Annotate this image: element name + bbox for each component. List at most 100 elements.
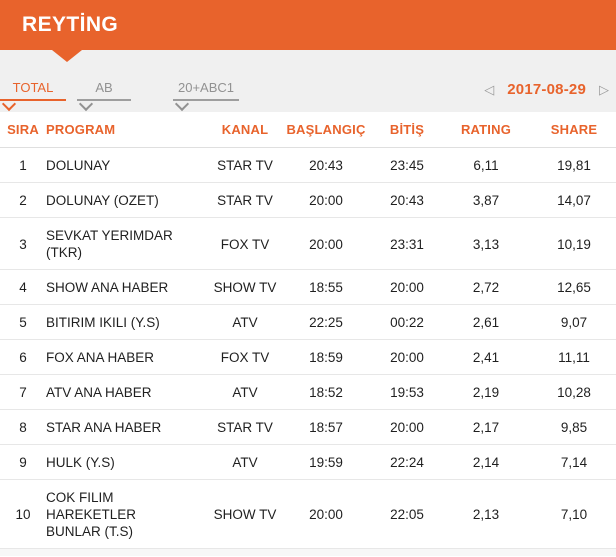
cell-program: ATV ANA HABER	[46, 374, 212, 410]
date-navigation: ◁ 2017-08-29 ▷	[484, 81, 609, 98]
table-row: 6 FOX ANA HABER FOX TV 18:59 20:00 2,41 11,11	[0, 339, 616, 375]
cell-sira: 8	[0, 409, 46, 445]
cell-sira: 3	[0, 217, 46, 270]
chevron-down-icon	[174, 96, 190, 112]
cell-share: 9,07	[532, 304, 616, 340]
cell-rating: 2,14	[440, 444, 532, 480]
cell-program: FOX ANA HABER	[46, 339, 212, 375]
tab-total-label: TOTAL	[12, 80, 54, 95]
cell-kanal: STAR TV	[212, 147, 278, 183]
page-header: REYTİNG	[0, 0, 616, 50]
header-pointer-triangle	[52, 50, 82, 62]
cell-program: DOLUNAY (OZET)	[46, 182, 212, 218]
ratings-table-header: SIRA PROGRAM KANAL BAŞLANGIÇ BİTİŞ RATING SHAR…	[0, 112, 616, 148]
table-row: 10 COK FILIM HAREKETLER BUNLAR (T.S) SHOW …	[0, 479, 616, 549]
tab-total[interactable]: TOTAL	[0, 80, 66, 112]
cell-bitis: 20:00	[374, 409, 440, 445]
cell-share: 7,10	[532, 479, 616, 549]
cell-rating: 2,17	[440, 409, 532, 445]
cell-program: HULK (Y.S)	[46, 444, 212, 480]
toolbar: TOTAL AB 20+ABC1 ◁ 2017-08-29 ▷	[0, 50, 616, 112]
cell-rating: 2,61	[440, 304, 532, 340]
table-row: 9 HULK (Y.S) ATV 19:59 22:24 2,14 7,14	[0, 444, 616, 480]
cell-rating: 2,72	[440, 269, 532, 305]
cell-kanal: FOX TV	[212, 217, 278, 270]
column-header-bitis: BİTİŞ	[374, 112, 440, 148]
cell-program: STAR ANA HABER	[46, 409, 212, 445]
cell-sira: 7	[0, 374, 46, 410]
cell-kanal: STAR TV	[212, 409, 278, 445]
cell-program: BITIRIM IKILI (Y.S)	[46, 304, 212, 340]
audience-tabs: TOTAL AB 20+ABC1	[0, 50, 239, 112]
cell-kanal: SHOW TV	[212, 479, 278, 549]
table-row: 3 SEVKAT YERIMDAR (TKR) FOX TV 20:00 23:31 3,…	[0, 217, 616, 270]
column-header-rating: RATING	[440, 112, 532, 148]
cell-baslangic: 18:52	[278, 374, 374, 410]
column-header-sira: SIRA	[0, 112, 46, 148]
cell-rating: 2,19	[440, 374, 532, 410]
cell-kanal: SHOW TV	[212, 269, 278, 305]
cell-baslangic: 20:00	[278, 182, 374, 218]
cell-bitis: 22:24	[374, 444, 440, 480]
cell-kanal: STAR TV	[212, 182, 278, 218]
cell-share: 7,14	[532, 444, 616, 480]
cell-sira: 2	[0, 182, 46, 218]
cell-sira: 5	[0, 304, 46, 340]
cell-share: 9,85	[532, 409, 616, 445]
cell-sira: 4	[0, 269, 46, 305]
cell-kanal: ATV	[212, 374, 278, 410]
table-row: 2 DOLUNAY (OZET) STAR TV 20:00 20:43 3,87 14,0…	[0, 182, 616, 218]
cell-bitis: 20:00	[374, 269, 440, 305]
cell-sira: 6	[0, 339, 46, 375]
cell-rating: 2,41	[440, 339, 532, 375]
chevron-down-icon	[78, 96, 94, 112]
cell-rating: 3,87	[440, 182, 532, 218]
cell-bitis: 22:05	[374, 479, 440, 549]
cell-baslangic: 19:59	[278, 444, 374, 480]
cell-sira: 10	[0, 479, 46, 549]
cell-baslangic: 18:59	[278, 339, 374, 375]
cell-kanal: ATV	[212, 444, 278, 480]
table-row: 7 ATV ANA HABER ATV 18:52 19:53 2,19 10,28	[0, 374, 616, 410]
table-row: 5 BITIRIM IKILI (Y.S) ATV 22:25 00:22 2,61 9,0…	[0, 304, 616, 340]
chevron-down-icon	[1, 96, 17, 112]
cell-bitis: 00:22	[374, 304, 440, 340]
prev-day-arrow-icon[interactable]: ◁	[484, 82, 495, 97]
tab-ab-label: AB	[95, 80, 113, 95]
cell-share: 19,81	[532, 147, 616, 183]
cell-rating: 3,13	[440, 217, 532, 270]
cell-kanal: FOX TV	[212, 339, 278, 375]
cell-share: 10,28	[532, 374, 616, 410]
column-header-baslangic: BAŞLANGIÇ	[278, 112, 374, 148]
cell-program: DOLUNAY	[46, 147, 212, 183]
cell-rating: 6,11	[440, 147, 532, 183]
tab-ab[interactable]: AB	[77, 80, 131, 112]
cell-share: 12,65	[532, 269, 616, 305]
cell-baslangic: 22:25	[278, 304, 374, 340]
cell-program: COK FILIM HAREKETLER BUNLAR (T.S)	[46, 479, 212, 549]
cell-rating: 2,13	[440, 479, 532, 549]
tab-20-abc1[interactable]: 20+ABC1	[173, 80, 239, 112]
tab-20-abc1-label: 20+ABC1	[177, 80, 234, 95]
cell-baslangic: 18:57	[278, 409, 374, 445]
next-day-arrow-icon[interactable]: ▷	[599, 82, 609, 97]
cell-baslangic: 20:43	[278, 147, 374, 183]
column-header-program: PROGRAM	[46, 112, 212, 148]
current-date[interactable]: 2017-08-29	[507, 81, 586, 98]
cell-bitis: 20:00	[374, 339, 440, 375]
cell-program: SHOW ANA HABER	[46, 269, 212, 305]
table-row: 8 STAR ANA HABER STAR TV 18:57 20:00 2,17 9,85	[0, 409, 616, 445]
cell-bitis: 23:31	[374, 217, 440, 270]
cell-baslangic: 20:00	[278, 479, 374, 549]
ratings-table: SIRA PROGRAM KANAL BAŞLANGIÇ BİTİŞ RATING SHAR…	[0, 112, 616, 549]
table-row: 4 SHOW ANA HABER SHOW TV 18:55 20:00 2,72 12,6…	[0, 269, 616, 305]
bottom-divider-strip	[0, 549, 616, 556]
column-header-kanal: KANAL	[212, 112, 278, 148]
cell-baslangic: 18:55	[278, 269, 374, 305]
table-row: 1 DOLUNAY STAR TV 20:43 23:45 6,11 19,81	[0, 147, 616, 183]
cell-sira: 9	[0, 444, 46, 480]
cell-share: 14,07	[532, 182, 616, 218]
cell-share: 10,19	[532, 217, 616, 270]
cell-bitis: 19:53	[374, 374, 440, 410]
